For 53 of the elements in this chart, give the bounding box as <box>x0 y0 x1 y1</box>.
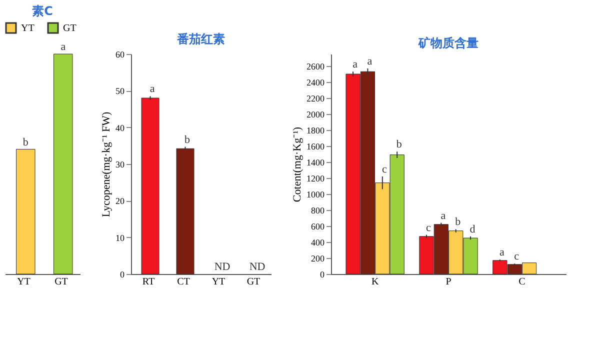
x-tick-label: YT <box>17 276 30 288</box>
y-tick-label: 40 <box>116 122 125 133</box>
x-tick-label: K <box>371 276 380 288</box>
y-tick-label: 0 <box>320 270 325 280</box>
y-tick-label: 600 <box>311 222 325 232</box>
x-tick-label: GT <box>54 276 68 288</box>
data-label: c <box>382 163 387 176</box>
y-tick-label: 1200 <box>306 174 325 184</box>
x-tick-label: CT <box>177 276 190 288</box>
data-label: c <box>426 222 432 234</box>
data-label: b <box>184 134 190 146</box>
data-label: b <box>455 216 462 228</box>
data-label: c <box>514 250 520 263</box>
y-tick-label: 2000 <box>306 110 325 120</box>
y-axis-title: Cotent(mg·Kg⁻¹) <box>292 126 304 202</box>
data-label: d <box>470 223 476 236</box>
y-tick-label: 10 <box>116 232 125 243</box>
x-tick-label: P <box>446 276 452 288</box>
y-axis-title: Lycopene(mg·kg⁻¹ FW) <box>100 111 112 218</box>
y-tick-label: 1600 <box>306 142 325 152</box>
data-label: a <box>367 55 372 68</box>
chart-title: 番茄红素 <box>176 32 225 46</box>
legend-label: GT <box>63 23 76 34</box>
data-label: b <box>396 138 402 151</box>
y-tick-label: 2600 <box>306 62 325 72</box>
chart-title: 矿物质含量 <box>418 36 478 50</box>
text: ND <box>214 261 230 273</box>
y-tick-label: 1400 <box>306 158 325 168</box>
x-tick-label: GT <box>246 276 260 288</box>
x-tick-label: YT <box>212 276 226 288</box>
chart-title: 素C <box>32 4 54 18</box>
annotation: b <box>22 136 29 148</box>
y-tick-label: 800 <box>311 206 325 216</box>
data-label: a <box>440 210 446 222</box>
y-tick-label: 400 <box>311 238 325 248</box>
data-label: a <box>499 246 504 259</box>
y-tick-label: 1000 <box>306 190 325 200</box>
y-tick-label: 1800 <box>306 126 325 136</box>
annotation: a <box>60 41 66 53</box>
legend-label: YT <box>21 23 34 34</box>
y-tick-label: 50 <box>116 86 125 96</box>
x-tick-label: RT <box>142 276 155 288</box>
text: ND <box>249 261 266 273</box>
y-tick-label: 0 <box>120 270 125 280</box>
data-label: a <box>150 83 155 96</box>
y-tick-label: 20 <box>116 196 125 206</box>
y-tick-label: 2200 <box>306 94 325 104</box>
y-tick-label: 30 <box>116 160 125 170</box>
y-tick-label: 60 <box>116 50 125 60</box>
y-tick-label: 2400 <box>306 78 325 88</box>
x-tick-label: C <box>518 276 526 288</box>
data-label: a <box>352 58 358 71</box>
y-tick-label: 200 <box>311 254 325 264</box>
